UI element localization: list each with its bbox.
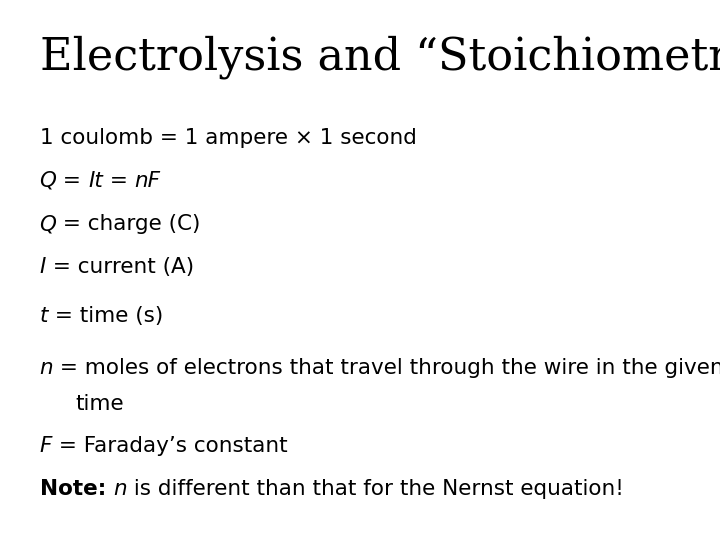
Text: = time (s): = time (s) [48, 306, 163, 326]
Text: n: n [113, 478, 127, 499]
Text: = moles of electrons that travel through the wire in the given: = moles of electrons that travel through… [53, 358, 720, 379]
Text: nF: nF [135, 171, 161, 191]
Text: It: It [89, 171, 103, 191]
Text: Q: Q [40, 171, 56, 191]
Text: is different than that for the Nernst equation!: is different than that for the Nernst eq… [127, 478, 624, 499]
Text: = charge (C): = charge (C) [56, 214, 201, 234]
Text: t: t [40, 306, 48, 326]
Text: Electrolysis and “Stoichiometry”: Electrolysis and “Stoichiometry” [40, 35, 720, 78]
Text: n: n [40, 358, 53, 379]
Text: Note:: Note: [40, 478, 113, 499]
Text: = Faraday’s constant: = Faraday’s constant [52, 435, 287, 456]
Text: F: F [40, 435, 52, 456]
Text: I: I [40, 257, 46, 278]
Text: =: = [56, 171, 89, 191]
Text: =: = [103, 171, 135, 191]
Text: time: time [76, 394, 125, 414]
Text: 1 coulomb = 1 ampere × 1 second: 1 coulomb = 1 ampere × 1 second [40, 127, 416, 148]
Text: = current (A): = current (A) [46, 257, 194, 278]
Text: Q: Q [40, 214, 56, 234]
